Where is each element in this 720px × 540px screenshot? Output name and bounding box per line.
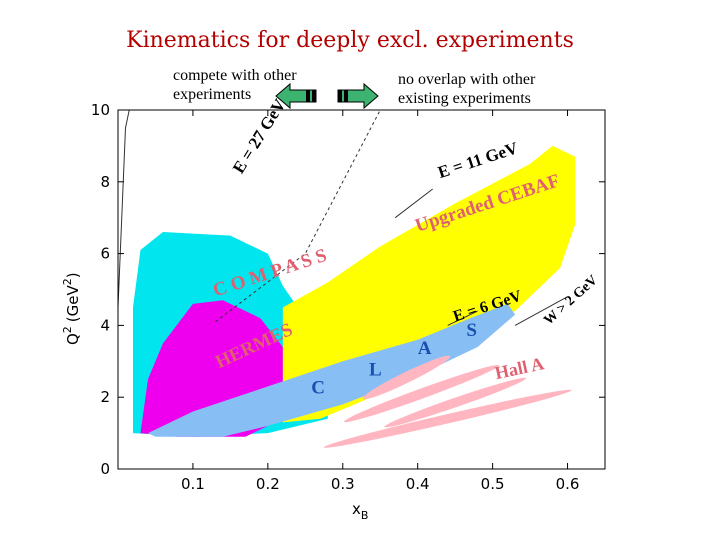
y-tick-label: 10 — [91, 101, 110, 119]
x-tick-label: 0.4 — [406, 475, 430, 493]
note-compete-line-1: compete with other — [173, 67, 297, 84]
label-a: A — [418, 338, 432, 359]
arrow-right-icon — [337, 82, 379, 110]
note-no-overlap: no overlap with other existing experimen… — [398, 70, 535, 108]
label-l: L — [369, 360, 382, 381]
note-no-overlap-line-2: existing experiments — [398, 90, 531, 107]
y-tick-label: 2 — [100, 388, 110, 406]
y-tick-label: 8 — [100, 173, 110, 191]
label-c: C — [311, 378, 325, 399]
region-upgraded-cebaf — [282, 145, 576, 423]
y-label-unit-sup: 2 — [61, 278, 74, 285]
hall-a-band — [343, 365, 499, 423]
y-label-unit: (GeV — [64, 284, 82, 322]
regions-group — [132, 145, 576, 437]
boundary-lines — [118, 110, 568, 326]
line-w-2-gev — [514, 296, 568, 326]
label-s: S — [466, 320, 477, 341]
note-no-overlap-line-1: no overlap with other — [398, 71, 536, 88]
line-e-11-gev — [394, 188, 433, 219]
chart-title: Kinematics for deeply excl. experiments — [126, 28, 574, 53]
hall-a-band — [362, 355, 451, 400]
label-w-2-gev: W > 2 GeV — [541, 273, 600, 329]
x-tick-label: 0.2 — [256, 475, 280, 493]
x-axis-label: xB — [352, 500, 368, 522]
x-tick-label: 0.5 — [481, 475, 505, 493]
y-tick-label: 6 — [100, 245, 110, 263]
hall-a-band — [323, 389, 572, 448]
x-tick-label: 0.6 — [556, 475, 580, 493]
y-label-q: Q — [64, 333, 82, 345]
y-label-q-sup: 2 — [61, 326, 74, 333]
arrow-left-icon — [275, 82, 317, 110]
line-e-27-gev — [215, 110, 381, 323]
note-compete-line-2: experiments — [173, 86, 252, 103]
y-tick-label: 0 — [100, 460, 110, 478]
line-e-6-gev — [447, 310, 478, 326]
y-axis-label: Q2(GeV2) — [61, 272, 82, 345]
hall-a-band — [384, 377, 527, 428]
plot-frame — [117, 109, 606, 470]
line-left-boundary — [118, 110, 130, 308]
label-e-27-gev: E = 27 GeV — [229, 95, 290, 177]
hall-a-bands — [323, 355, 572, 448]
x-tick-label: 0.3 — [331, 475, 355, 493]
x-tick-label: 0.1 — [181, 475, 205, 493]
note-compete: compete with other experiments — [173, 66, 297, 104]
region-clas — [147, 303, 516, 437]
y-tick-label: 4 — [100, 316, 110, 334]
x-axis-label-sub: B — [361, 509, 369, 522]
y-label-unit-close: ) — [64, 272, 82, 278]
